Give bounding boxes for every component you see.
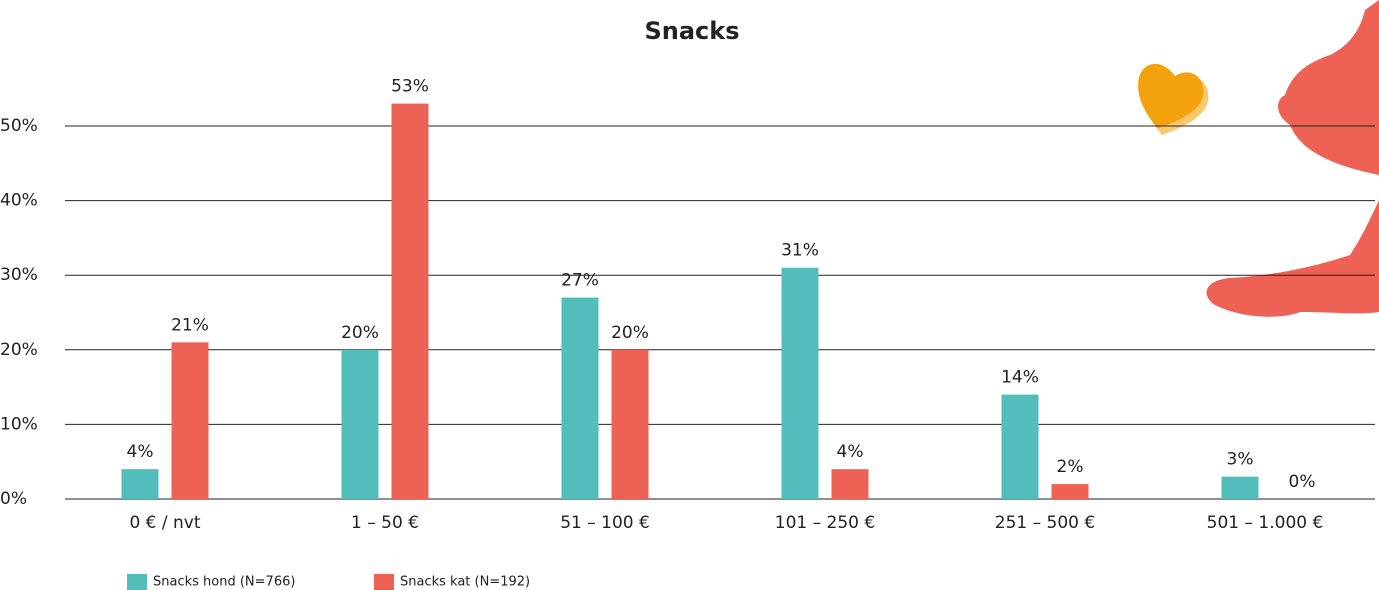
value-label: 3%: [1227, 450, 1254, 470]
y-tick-label: 50%: [0, 116, 38, 136]
value-label: 21%: [171, 315, 209, 335]
cat-decoration: [1138, 0, 1379, 317]
y-tick-label: 40%: [0, 191, 38, 211]
value-label: 27%: [561, 271, 599, 291]
x-tick-label: 101 – 250 €: [775, 513, 875, 533]
bar: [1221, 476, 1259, 499]
value-label: 31%: [781, 241, 819, 261]
x-tick-label: 251 – 500 €: [995, 513, 1095, 533]
x-tick-label: 0 € / nvt: [129, 513, 200, 533]
bar: [391, 103, 429, 500]
bar: [611, 349, 649, 499]
legend-label: Snacks kat (N=192): [400, 575, 530, 590]
x-tick-label: 501 – 1.000 €: [1207, 513, 1324, 533]
value-label: 2%: [1057, 457, 1084, 477]
chart-title: Snacks: [644, 17, 739, 45]
x-tick-label: 1 – 50 €: [351, 513, 419, 533]
bar: [831, 469, 869, 499]
heart-treat: [1138, 63, 1204, 128]
bar: [1001, 394, 1039, 499]
cat-silhouette: [1206, 0, 1379, 317]
y-tick-label: 0%: [0, 489, 27, 509]
legend-swatch: [374, 574, 394, 590]
legend-swatch: [127, 574, 147, 590]
value-label: 20%: [341, 323, 379, 343]
value-label: 4%: [127, 442, 154, 462]
y-tick-label: 10%: [0, 414, 38, 434]
y-tick-label: 30%: [0, 265, 38, 285]
x-tick-label: 51 – 100 €: [560, 513, 650, 533]
bar: [121, 469, 159, 499]
value-label: 14%: [1001, 368, 1039, 388]
legend-label: Snacks hond (N=766): [153, 575, 295, 590]
y-tick-label: 20%: [0, 340, 38, 360]
value-label: 0%: [1289, 472, 1316, 492]
bar: [1051, 484, 1089, 499]
value-label: 53%: [391, 77, 429, 97]
bar: [561, 297, 599, 499]
bar: [341, 349, 379, 499]
bar: [781, 267, 819, 499]
value-label: 20%: [611, 323, 649, 343]
value-label: 4%: [837, 442, 864, 462]
bar: [171, 342, 209, 499]
